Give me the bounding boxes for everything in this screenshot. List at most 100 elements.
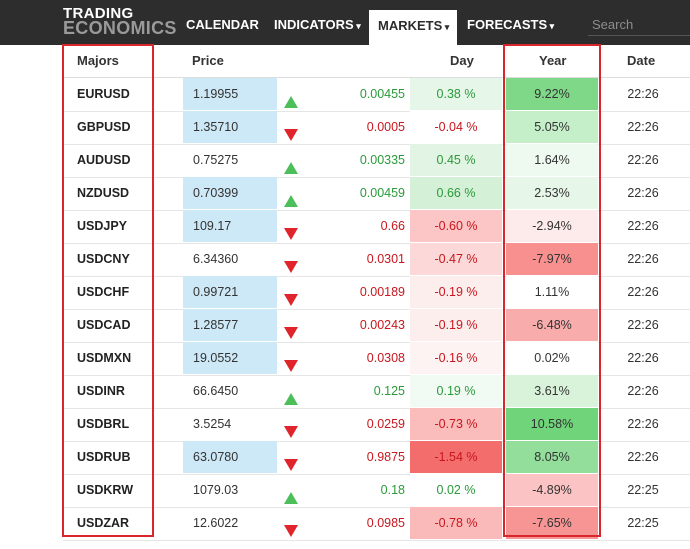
table-row[interactable]: USDMXN 19.0552 0.0308 -0.16 % 0.02% 22:26 bbox=[63, 342, 690, 376]
day-percent: -0.60 % bbox=[410, 210, 502, 242]
day-percent: -0.04 % bbox=[410, 111, 502, 143]
brand-line-2: ECONOMICS bbox=[63, 18, 177, 38]
change-value: 0.9875 bbox=[366, 450, 405, 464]
table-row[interactable]: USDRUB 63.0780 0.9875 -1.54 % 8.05% 22:26 bbox=[63, 441, 690, 475]
day-percent: -0.73 % bbox=[410, 408, 502, 440]
symbol-link[interactable]: USDCNY bbox=[77, 252, 130, 266]
table-row[interactable]: USDINR 66.6450 0.125 0.19 % 3.61% 22:26 bbox=[63, 375, 690, 409]
time-value: 22:26 bbox=[627, 384, 659, 398]
price-cell: 3.5254 bbox=[193, 417, 232, 431]
time-value: 22:26 bbox=[627, 285, 659, 299]
table-row[interactable]: USDKRW 1079.03 0.18 0.02 % -4.89% 22:25 bbox=[63, 474, 690, 508]
price-cell: 6.34360 bbox=[193, 252, 239, 266]
price-cell: 1.28577 bbox=[183, 309, 277, 341]
nav-forecasts[interactable]: FORECASTS ▾ bbox=[467, 0, 554, 45]
nav-indicators-label: INDICATORS bbox=[274, 17, 354, 32]
price-cell: 19.0552 bbox=[183, 342, 277, 374]
time-value: 22:26 bbox=[627, 318, 659, 332]
year-percent: -4.89% bbox=[506, 474, 598, 506]
day-percent: -0.16 % bbox=[410, 342, 502, 374]
price-cell: 12.6022 bbox=[193, 516, 239, 530]
caret-down-icon: ▾ bbox=[353, 21, 361, 31]
change-value: 0.0308 bbox=[366, 351, 405, 365]
nav-indicators[interactable]: INDICATORS ▾ bbox=[274, 0, 361, 45]
change-value: 0.00455 bbox=[359, 87, 405, 101]
year-percent: 1.11% bbox=[506, 276, 598, 308]
price-cell: 63.0780 bbox=[183, 441, 277, 473]
year-percent: 9.22% bbox=[506, 78, 598, 110]
symbol-link[interactable]: GBPUSD bbox=[77, 120, 131, 134]
arrow-down-icon bbox=[284, 121, 300, 141]
time-value: 22:25 bbox=[627, 516, 659, 530]
change-value: 0.66 bbox=[380, 219, 405, 233]
change-value: 0.18 bbox=[380, 483, 405, 497]
time-value: 22:26 bbox=[627, 120, 659, 134]
header-day[interactable]: Day bbox=[450, 53, 474, 68]
brand-logo[interactable]: TRADING ECONOMICS bbox=[63, 5, 177, 38]
table-row[interactable]: USDCAD 1.28577 0.00243 -0.19 % -6.48% 22:26 bbox=[63, 309, 690, 343]
search-input[interactable] bbox=[588, 14, 690, 36]
price-cell: 1.19955 bbox=[183, 78, 277, 110]
price-cell: 109.17 bbox=[183, 210, 277, 242]
table-row[interactable]: EURUSD 1.19955 0.00455 0.38 % 9.22% 22:26 bbox=[63, 78, 690, 112]
change-value: 0.00243 bbox=[359, 318, 405, 332]
table-row[interactable]: USDCNY 6.34360 0.0301 -0.47 % -7.97% 22:26 bbox=[63, 243, 690, 277]
nav-markets[interactable]: MARKETS ▾ bbox=[369, 10, 457, 45]
table-row[interactable]: USDCHF 0.99721 0.00189 -0.19 % 1.11% 22:26 bbox=[63, 276, 690, 310]
caret-down-icon: ▾ bbox=[442, 22, 450, 32]
time-value: 22:26 bbox=[627, 252, 659, 266]
symbol-link[interactable]: USDRUB bbox=[77, 450, 131, 464]
brand-line-1: TRADING bbox=[63, 5, 134, 22]
symbol-link[interactable]: USDCHF bbox=[77, 285, 130, 299]
time-value: 22:26 bbox=[627, 219, 659, 233]
header-date[interactable]: Date bbox=[627, 53, 656, 68]
header-divider bbox=[63, 77, 690, 78]
time-value: 22:26 bbox=[627, 186, 659, 200]
symbol-link[interactable]: USDKRW bbox=[77, 483, 134, 497]
symbol-link[interactable]: USDMXN bbox=[77, 351, 132, 365]
symbol-link[interactable]: USDCAD bbox=[77, 318, 131, 332]
symbol-link[interactable]: NZDUSD bbox=[77, 186, 130, 200]
header-year[interactable]: Year bbox=[539, 53, 567, 68]
year-percent: 10.58% bbox=[506, 408, 598, 440]
day-percent: -1.54 % bbox=[410, 441, 502, 473]
time-value: 22:26 bbox=[627, 87, 659, 101]
time-value: 22:25 bbox=[627, 483, 659, 497]
symbol-link[interactable]: USDINR bbox=[77, 384, 125, 398]
header-majors[interactable]: Majors bbox=[77, 53, 119, 68]
symbol-link[interactable]: USDZAR bbox=[77, 516, 130, 530]
change-value: 0.0259 bbox=[366, 417, 405, 431]
nav-calendar-label: CALENDAR bbox=[186, 17, 259, 32]
symbol-link[interactable]: USDBRL bbox=[77, 417, 130, 431]
symbol-link[interactable]: EURUSD bbox=[77, 87, 130, 101]
arrow-down-icon bbox=[284, 220, 300, 240]
price-cell: 0.99721 bbox=[183, 276, 277, 308]
arrow-up-icon bbox=[284, 484, 300, 504]
table-row[interactable]: USDJPY 109.17 0.66 -0.60 % -2.94% 22:26 bbox=[63, 210, 690, 244]
year-percent: 8.05% bbox=[506, 441, 598, 473]
arrow-up-icon bbox=[284, 88, 300, 108]
change-value: 0.125 bbox=[373, 384, 405, 398]
arrow-down-icon bbox=[284, 286, 300, 306]
table-row[interactable]: NZDUSD 0.70399 0.00459 0.66 % 2.53% 22:26 bbox=[63, 177, 690, 211]
symbol-link[interactable]: USDJPY bbox=[77, 219, 128, 233]
price-cell: 1.35710 bbox=[183, 111, 277, 143]
table-row[interactable]: USDBRL 3.5254 0.0259 -0.73 % 10.58% 22:26 bbox=[63, 408, 690, 442]
majors-column-highlight bbox=[62, 44, 154, 537]
year-percent: -2.94% bbox=[506, 210, 598, 242]
header-price[interactable]: Price bbox=[192, 53, 224, 68]
time-value: 22:26 bbox=[627, 450, 659, 464]
price-cell: 0.70399 bbox=[183, 177, 277, 209]
day-percent: 0.19 % bbox=[410, 375, 502, 407]
year-percent: -6.48% bbox=[506, 309, 598, 341]
day-percent: 0.45 % bbox=[410, 144, 502, 176]
table-row[interactable]: AUDUSD 0.75275 0.00335 0.45 % 1.64% 22:26 bbox=[63, 144, 690, 178]
nav-calendar[interactable]: CALENDAR bbox=[186, 0, 259, 45]
year-percent: 5.05% bbox=[506, 111, 598, 143]
day-percent: -0.78 % bbox=[410, 507, 502, 539]
symbol-link[interactable]: AUDUSD bbox=[77, 153, 131, 167]
time-value: 22:26 bbox=[627, 351, 659, 365]
table-row[interactable]: GBPUSD 1.35710 0.0005 -0.04 % 5.05% 22:26 bbox=[63, 111, 690, 145]
change-value: 0.0301 bbox=[366, 252, 405, 266]
price-cell: 66.6450 bbox=[193, 384, 239, 398]
